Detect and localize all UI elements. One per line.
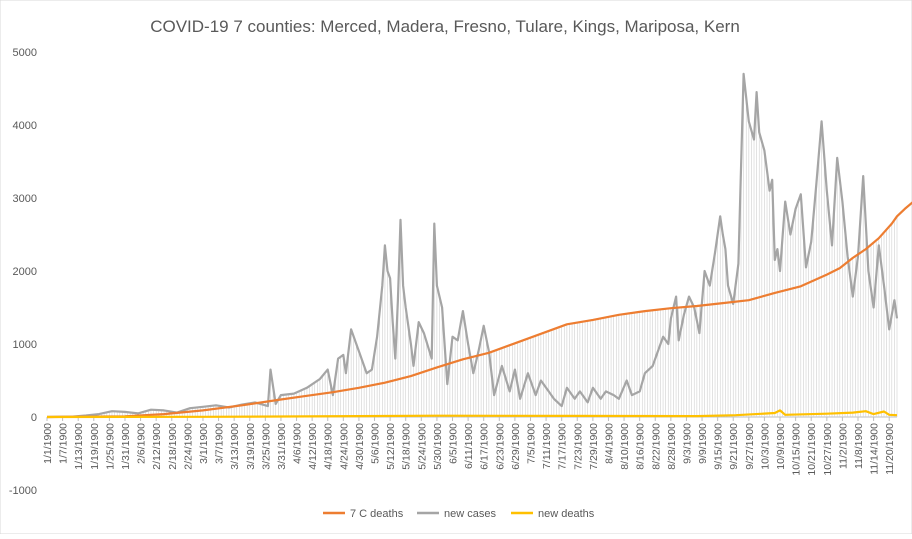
x-tick-label: 10/21/1900 [806,423,818,476]
y-tick-label: 0 [31,412,37,424]
x-tick-label: 5/6/1900 [370,423,382,464]
x-tick-label: 7/11/1900 [541,423,553,469]
x-tick-label: 1/13/1900 [73,423,85,470]
x-tick-label: 10/3/1900 [759,423,771,470]
x-tick-label: 2/12/1900 [151,423,163,470]
series-layer [46,72,912,419]
x-tick-label: 9/15/1900 [713,423,725,470]
y-tick-label: 2000 [13,266,37,278]
x-tick-label: 2/6/1900 [136,423,148,464]
x-tick-label: 8/10/1900 [619,423,631,470]
x-tick-label: 1/25/1900 [104,423,116,470]
x-tick-label: 11/14/1900 [869,423,881,475]
x-tick-label: 3/19/1900 [245,423,257,470]
y-tick-label: -1000 [9,485,37,497]
x-tick-label: 7/5/1900 [525,423,537,464]
x-tick-label: 9/9/1900 [697,423,709,464]
legend: 7 C deaths new cases new deaths [323,508,595,520]
x-tick-label: 8/16/1900 [635,423,647,470]
x-tick-label: 8/22/1900 [650,423,662,470]
x-tick-label: 7/29/1900 [588,423,600,470]
legend-label: new deaths [538,508,595,520]
x-tick-label: 3/25/1900 [260,423,272,470]
x-tick-label: 3/7/1900 [214,423,226,464]
x-tick-label: 8/4/1900 [603,423,615,464]
x-tick-label: 8/28/1900 [666,423,678,470]
x-tick-label: 5/18/1900 [401,423,413,470]
x-tick-label: 4/6/1900 [292,423,304,464]
x-tick-label: 4/30/1900 [354,423,366,470]
x-tick-label: 4/24/1900 [338,423,350,470]
x-tick-label: 6/23/1900 [494,423,506,470]
x-tick-label: 5/12/1900 [385,423,397,470]
x-tick-label: 6/17/1900 [479,423,491,470]
x-tick-label: 9/3/1900 [681,423,693,464]
x-tick-label: 2/18/1900 [167,423,179,470]
y-tick-label: 3000 [13,193,37,205]
x-tick-label: 5/30/1900 [432,423,444,470]
x-tick-label: 4/18/1900 [323,423,335,470]
x-tick-label: 7/17/1900 [557,423,569,470]
series-line-new-deaths [46,409,898,419]
x-tick-label: 3/31/1900 [276,423,288,470]
y-tick-label: 5000 [13,47,37,59]
y-tick-label: 4000 [13,120,37,132]
x-tick-label: 3/13/1900 [229,423,241,470]
chart-title: COVID-19 7 counties: Merced, Madera, Fre… [150,17,740,36]
x-tick-label: 6/29/1900 [510,423,522,470]
legend-label: 7 C deaths [350,508,404,520]
x-tick-label: 11/2/1900 [837,423,849,469]
y-axis: -1000 0 1000 2000 3000 4000 5000 [9,47,37,497]
x-tick-label: 6/11/1900 [463,423,475,469]
x-tick-label: 1/7/1900 [58,423,70,464]
x-tick-label: 5/24/1900 [416,423,428,470]
x-tick-label: 10/9/1900 [775,423,787,470]
x-tick-label: 10/27/1900 [822,423,834,476]
x-tick-label: 3/1/1900 [198,423,210,464]
x-tick-label: 1/31/1900 [120,423,132,470]
x-tick-label: 11/8/1900 [853,423,865,469]
x-tick-label: 11/20/1900 [884,423,896,475]
x-tick-label: 9/21/1900 [728,423,740,470]
x-tick-label: 1/1/1900 [42,423,54,464]
legend-label: new cases [444,508,496,520]
x-tick-label: 1/19/1900 [89,423,101,470]
x-tick-label: 9/27/1900 [744,423,756,470]
series-line-7-c-deaths [46,201,912,419]
x-tick-label: 7/23/1900 [572,423,584,470]
x-axis: 1/1/1900 1/7/1900 1/13/1900 1/19/1900 1/25/1… [42,416,897,476]
x-tick-label: 10/15/1900 [791,423,803,476]
x-tick-label: 6/5/1900 [448,423,460,464]
y-tick-label: 1000 [13,339,37,351]
x-tick-label: 2/24/1900 [182,423,194,470]
series-line-new-cases [46,72,899,419]
x-tick-label: 4/12/1900 [307,423,319,470]
